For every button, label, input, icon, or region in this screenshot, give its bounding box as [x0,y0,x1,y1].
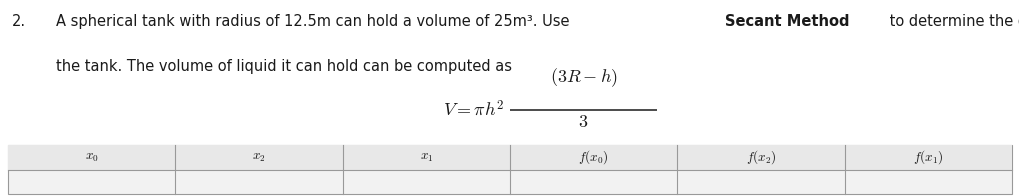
Text: $f(x_1)$: $f(x_1)$ [912,148,943,166]
Text: $3$: $3$ [578,113,588,131]
Text: $V = \pi h^2$: $V = \pi h^2$ [443,100,504,120]
Text: A spherical tank with radius of 12.5m can hold a volume of 25m³. Use: A spherical tank with radius of 12.5m ca… [56,14,574,29]
Text: to determine the depth, h of: to determine the depth, h of [884,14,1019,29]
Bar [8,145,1011,170]
Text: $f(x_0)$: $f(x_0)$ [578,148,608,166]
Text: $x_1$: $x_1$ [419,151,433,164]
Text: $f(x_2)$: $f(x_2)$ [745,148,775,166]
Text: $(3R-h)$: $(3R-h)$ [549,66,616,89]
Text: $x_0$: $x_0$ [85,151,99,164]
Bar [8,145,1011,194]
Text: $x_2$: $x_2$ [252,151,266,164]
Text: Secant Method: Secant Method [723,14,848,29]
Text: 2.: 2. [12,14,26,29]
Text: the tank. The volume of liquid it can hold can be computed as: the tank. The volume of liquid it can ho… [56,59,512,74]
